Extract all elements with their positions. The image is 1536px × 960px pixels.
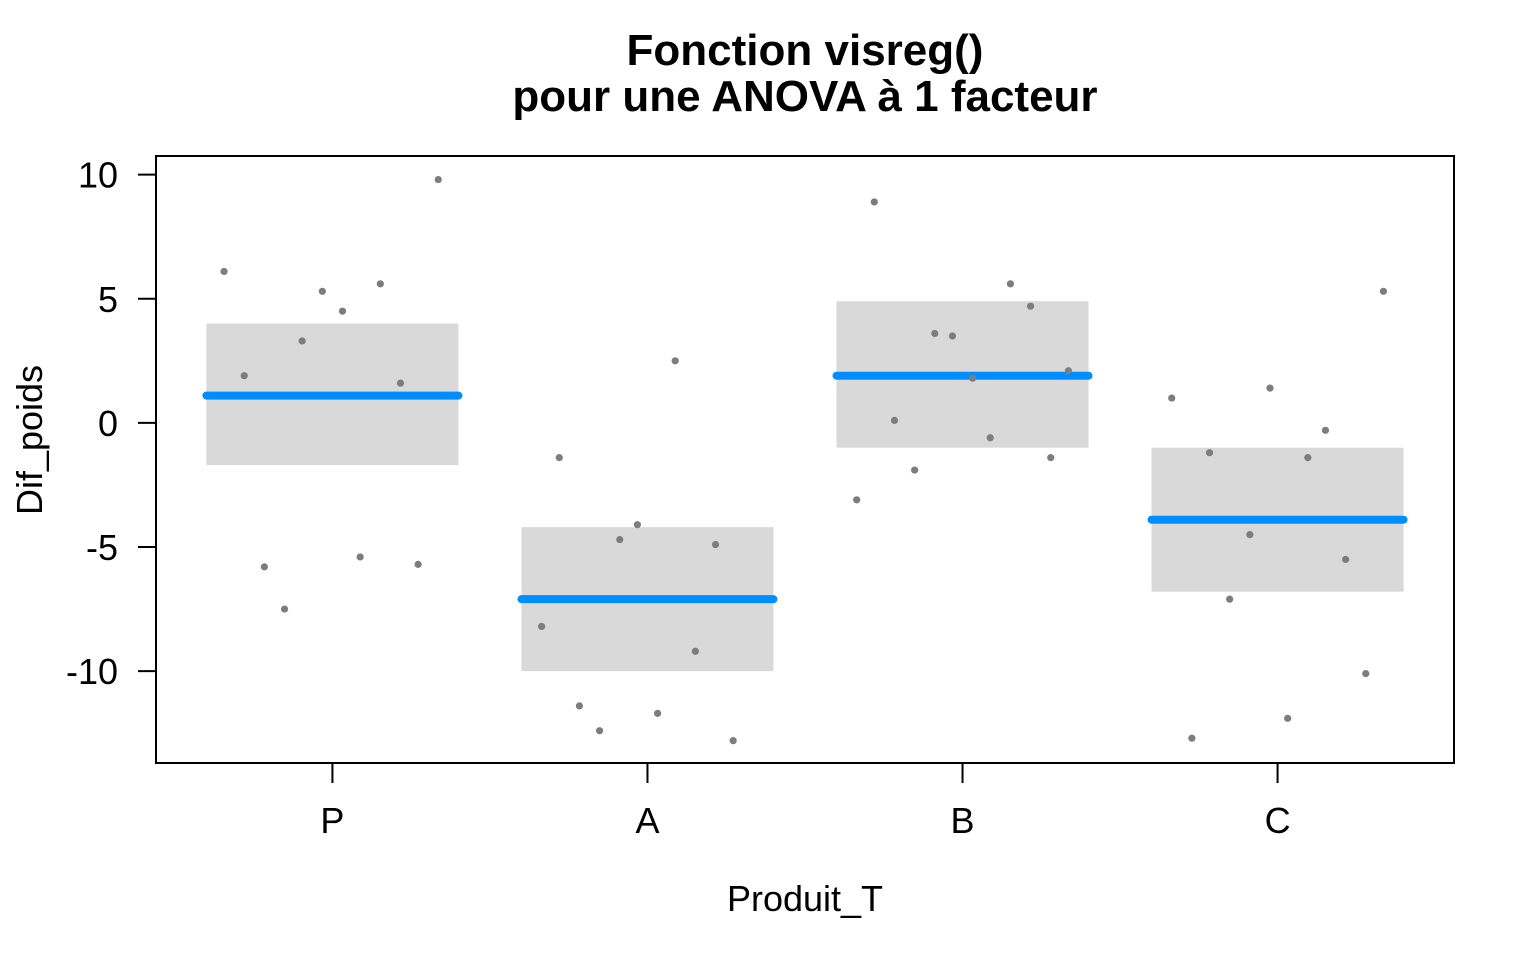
data-point — [1064, 367, 1072, 375]
data-point — [1266, 384, 1274, 392]
y-axis-title: Dif_poids — [9, 364, 50, 516]
data-point — [1362, 670, 1370, 678]
data-point — [870, 198, 878, 206]
data-point — [575, 702, 584, 710]
data-point — [691, 647, 699, 655]
x-tick-label: P — [320, 800, 344, 841]
data-point — [1304, 454, 1312, 462]
data-point — [1026, 302, 1035, 310]
x-axis-title: Produit_T — [726, 878, 884, 919]
data-point — [1342, 555, 1350, 564]
data-point — [948, 332, 957, 340]
data-point — [986, 434, 994, 442]
x-tick-label: C — [1265, 800, 1291, 841]
data-point — [376, 280, 384, 288]
data-point — [1006, 280, 1015, 288]
data-point — [280, 605, 289, 613]
data-point — [338, 307, 347, 315]
plot-border — [155, 155, 1455, 764]
data-point — [1284, 714, 1292, 722]
data-point — [1246, 530, 1254, 539]
data-point — [356, 553, 364, 561]
chart-title: Fonction visreg() pour une ANOVA à 1 fac… — [156, 28, 1454, 120]
data-point — [240, 372, 248, 380]
data-point — [1321, 426, 1330, 434]
data-point — [260, 563, 268, 571]
data-point — [633, 521, 641, 529]
data-point — [1047, 454, 1055, 462]
data-point — [555, 454, 563, 462]
y-tick-label: 10 — [78, 155, 118, 196]
data-point — [1379, 287, 1388, 295]
data-point — [853, 496, 861, 504]
data-point — [911, 466, 919, 474]
data-point — [1226, 595, 1234, 603]
y-tick-label: -5 — [86, 527, 118, 568]
data-point — [414, 560, 422, 568]
data-point — [890, 416, 899, 424]
data-point — [434, 175, 442, 184]
x-tick-label: A — [635, 800, 659, 841]
data-point — [1168, 394, 1176, 402]
y-tick-label: 5 — [98, 279, 118, 320]
y-tick-label: 0 — [98, 403, 118, 444]
data-point — [729, 737, 737, 745]
data-point — [653, 709, 662, 717]
chart-title-line-1: Fonction visreg() — [626, 26, 984, 75]
data-point — [318, 287, 326, 295]
data-point — [538, 622, 546, 631]
chart-title-line-2: pour une ANOVA à 1 facteur — [512, 72, 1098, 121]
data-point — [616, 535, 624, 544]
data-point — [969, 374, 977, 382]
data-point — [298, 337, 306, 345]
data-point — [220, 267, 228, 276]
data-point — [396, 379, 405, 387]
data-point — [595, 727, 604, 735]
data-point — [1205, 449, 1214, 457]
data-point — [711, 540, 720, 549]
data-point — [671, 357, 679, 365]
data-point — [1188, 734, 1196, 742]
data-point — [931, 329, 939, 338]
x-tick-label: B — [951, 800, 975, 841]
y-tick-label: -10 — [66, 651, 118, 692]
